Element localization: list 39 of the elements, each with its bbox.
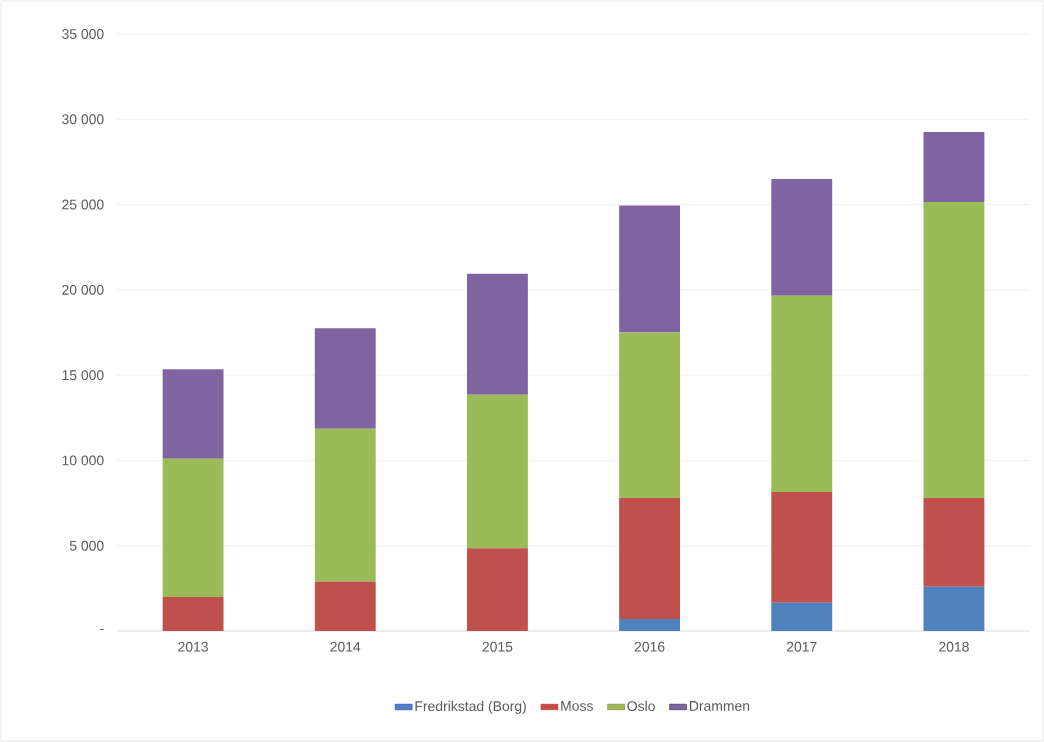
bar [466, 548, 528, 631]
bar [314, 328, 376, 429]
bar [162, 458, 224, 597]
y-tick-label: 5 000 [69, 540, 104, 551]
x-tick-label: 2014 [330, 641, 361, 652]
y-tick-label: 20 000 [62, 284, 104, 295]
legend-label: Moss [561, 701, 593, 711]
y-tick-label: 35 000 [62, 29, 104, 39]
legend-label: Fredrikstad (Borg) [415, 700, 526, 714]
bar [619, 619, 681, 631]
bar [619, 497, 681, 620]
x-tick-label: 2015 [482, 641, 513, 652]
bar [923, 586, 985, 631]
y-tick-label: - [100, 628, 104, 630]
bar [619, 205, 681, 333]
bar [314, 428, 376, 582]
bar [771, 178, 833, 296]
x-tick-label: 2013 [178, 641, 208, 652]
y-tick-label: 25 000 [62, 199, 104, 210]
y-tick-label: 10 000 [62, 455, 104, 466]
x-tick-label: 2017 [786, 641, 817, 652]
bar [314, 581, 376, 631]
bar [771, 295, 833, 492]
bar [771, 602, 833, 631]
bar [923, 132, 985, 203]
bar [466, 273, 528, 395]
y-tick-label: 30 000 [62, 114, 104, 125]
bar [466, 394, 528, 549]
bar [771, 491, 833, 603]
legend-label: Drammen [689, 701, 750, 711]
bar [162, 369, 224, 459]
bar [923, 497, 985, 587]
bar [923, 202, 985, 498]
y-tick-label: 15 000 [62, 370, 104, 381]
bar [162, 596, 224, 631]
x-tick-label: 2018 [939, 641, 969, 652]
bar [619, 332, 681, 498]
x-tick-label: 2016 [634, 641, 665, 652]
legend-label: Oslo [627, 700, 655, 712]
